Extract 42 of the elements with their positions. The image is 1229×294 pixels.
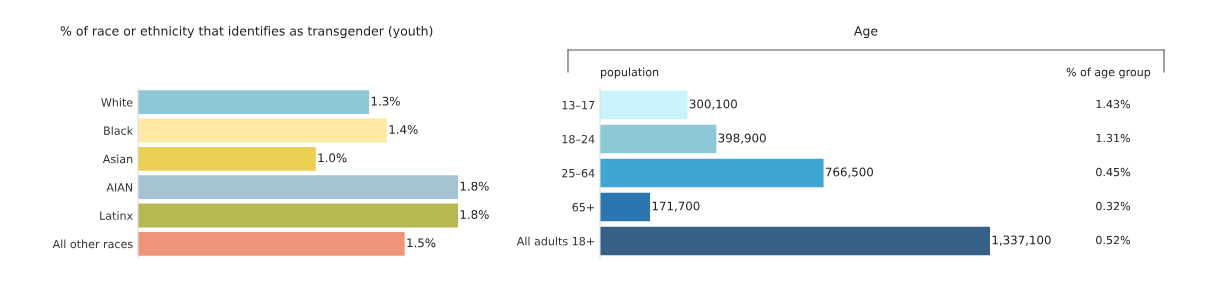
data-label: 1.0% <box>318 153 347 163</box>
y-tick-label: AIAN <box>106 183 133 192</box>
text: 0.45% <box>1096 167 1131 177</box>
text: 0.32% <box>1096 201 1131 211</box>
bar <box>138 175 458 200</box>
data-label: 171,700 <box>652 201 700 212</box>
data-label: 1.4% <box>389 125 418 134</box>
chart-title: Age <box>854 26 878 39</box>
y-tick-label: 25–64 <box>562 168 595 178</box>
text: population <box>601 67 659 79</box>
y-tick-label: 18–24 <box>562 134 595 144</box>
data-label: 1,337,100 <box>992 235 1051 246</box>
y-tick-label: 13–17 <box>562 100 595 110</box>
bar <box>138 231 405 256</box>
bar <box>600 192 651 222</box>
data-label: 766,500 <box>825 167 873 178</box>
bar <box>600 158 824 188</box>
data-label: 1.3% <box>371 96 400 106</box>
text: 1.43% <box>1096 99 1131 109</box>
data-label: 300,100 <box>689 99 737 110</box>
y-tick-label: Latinx <box>100 211 133 220</box>
bar <box>138 118 387 143</box>
data-label: 1.8% <box>460 210 489 219</box>
y-tick-label: Asian <box>102 154 133 164</box>
y-tick-label: 65+ <box>572 202 594 212</box>
y-tick-label: All adults 18+ <box>516 236 594 246</box>
bar <box>138 203 458 228</box>
bar <box>600 226 990 256</box>
bar <box>600 124 717 154</box>
data-label: 1.5% <box>407 238 436 248</box>
bar <box>138 90 370 115</box>
text: 0.52% <box>1096 235 1131 245</box>
y-tick-label: All other races <box>52 239 133 249</box>
data-label: 1.8% <box>460 181 489 191</box>
y-tick-label: White <box>101 97 133 107</box>
bar <box>600 90 688 120</box>
data-label: 398,900 <box>718 133 766 144</box>
y-tick-label: Black <box>104 126 134 135</box>
text: % of age group <box>1066 67 1151 79</box>
bar <box>138 146 316 171</box>
chart-title: % of race or ethnicity that identifies as transgender (youth) <box>60 25 433 39</box>
text: 1.31% <box>1096 133 1131 143</box>
